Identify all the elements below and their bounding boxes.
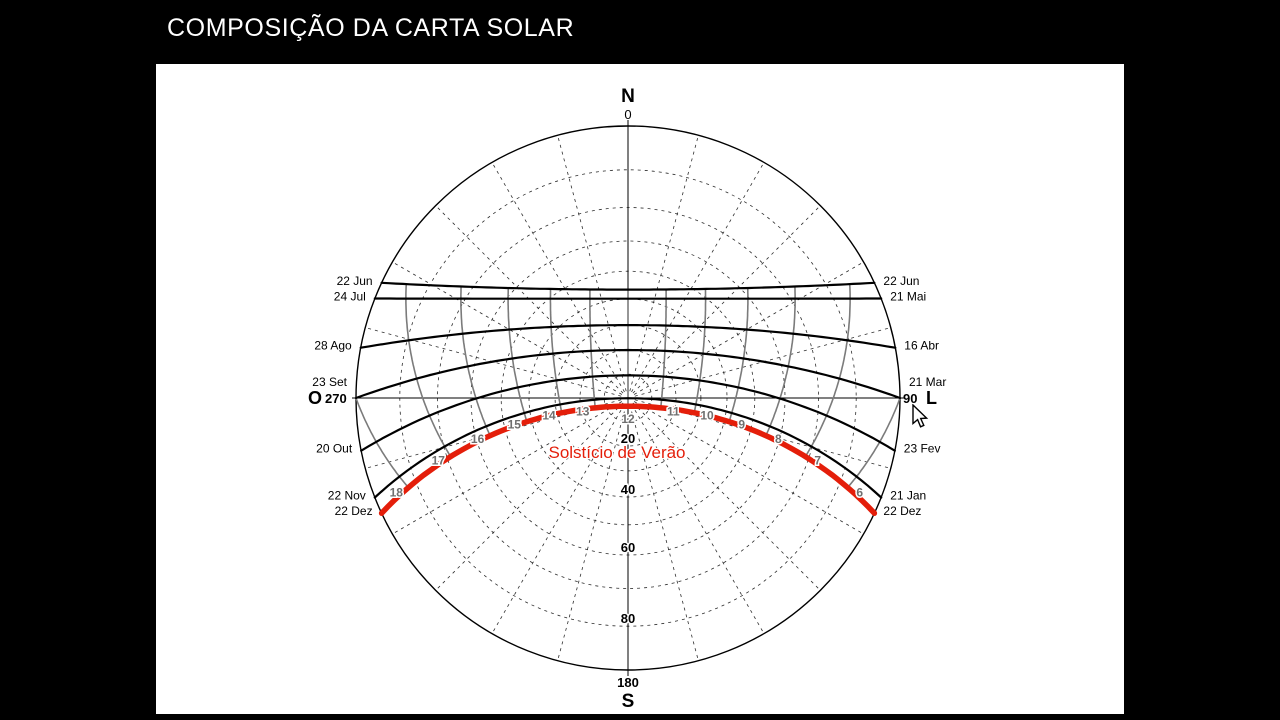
hour-line bbox=[405, 284, 452, 458]
sun-chart-svg: 6 7 8 9 10 11 12 13 14 15 16 17 18 22 Jun 22 Jun 24 Jul… bbox=[308, 86, 946, 712]
hour-label: 11 bbox=[667, 405, 680, 419]
azimuth-line bbox=[629, 404, 699, 661]
azimuth-line bbox=[557, 135, 627, 392]
azimuth-label-bottom: 180 bbox=[617, 675, 639, 690]
azimuth-label-right: 90 bbox=[903, 391, 917, 406]
azimuth-label-left: 270 bbox=[325, 391, 347, 406]
date-label-right: 16 Abr bbox=[904, 339, 939, 353]
zenith-label: 60 bbox=[621, 540, 635, 555]
date-label-right: 21 Mar bbox=[909, 375, 946, 389]
hour-label: 18 bbox=[390, 485, 404, 499]
compass-west-label: O bbox=[308, 388, 322, 408]
zenith-label: 80 bbox=[621, 611, 635, 626]
azimuth-line bbox=[392, 261, 623, 395]
mouse-cursor-icon bbox=[912, 404, 929, 428]
azimuth-line bbox=[557, 404, 627, 661]
date-curve bbox=[360, 374, 896, 452]
date-curve bbox=[380, 281, 876, 291]
date-curve bbox=[359, 324, 897, 349]
date-label-right: 23 Fev bbox=[904, 442, 941, 456]
compass-north-label: N bbox=[621, 86, 635, 107]
date-label-left: 23 Set bbox=[312, 375, 347, 389]
hour-label: 17 bbox=[432, 454, 446, 468]
chart-panel: 6 7 8 9 10 11 12 13 14 15 16 17 18 22 Jun 22 Jun 24 Jul… bbox=[156, 64, 1124, 714]
hour-label: 16 bbox=[471, 432, 485, 446]
date-label-left: 24 Jul bbox=[334, 290, 366, 304]
date-label-right: 22 Jun bbox=[883, 274, 919, 288]
azimuth-line bbox=[633, 401, 864, 535]
zenith-label: 20 bbox=[621, 431, 635, 446]
azimuth-line bbox=[631, 162, 765, 393]
page-title: COMPOSIÇÃO DA CARTA SOLAR bbox=[167, 14, 575, 42]
date-curve bbox=[354, 348, 902, 400]
hour-label: 8 bbox=[775, 432, 782, 446]
hour-line bbox=[507, 287, 528, 422]
date-label-left: 20 Out bbox=[316, 442, 353, 456]
hour-label: 6 bbox=[856, 485, 863, 499]
hour-label: 9 bbox=[738, 418, 745, 432]
compass-south-label: S bbox=[622, 691, 635, 712]
hour-line bbox=[549, 288, 563, 413]
azimuth-line bbox=[634, 327, 891, 397]
date-curve bbox=[373, 397, 883, 499]
date-label-left: 22 Nov bbox=[328, 489, 366, 503]
hour-label: 10 bbox=[700, 409, 714, 423]
solstice-curve bbox=[378, 403, 878, 516]
date-label-left: 22 Dez bbox=[335, 504, 373, 518]
hour-line bbox=[660, 289, 667, 408]
hour-line bbox=[693, 288, 707, 413]
hour-line bbox=[804, 284, 851, 458]
date-label-left: 22 Jun bbox=[337, 274, 373, 288]
date-label-right: 21 Jan bbox=[890, 489, 926, 503]
azimuth-line bbox=[629, 135, 699, 392]
summer-solstice-label: Solstício de Verão bbox=[548, 443, 685, 462]
hour-line bbox=[765, 286, 796, 437]
azimuth-line bbox=[632, 402, 821, 591]
hour-label: 15 bbox=[508, 418, 522, 432]
azimuth-line bbox=[365, 327, 622, 397]
azimuth-line bbox=[491, 162, 625, 393]
hour-label: 12 bbox=[621, 412, 635, 426]
hour-line bbox=[728, 287, 749, 422]
hour-line bbox=[460, 286, 491, 437]
hour-line bbox=[355, 397, 410, 489]
azimuth-line bbox=[631, 403, 765, 634]
azimuth-line bbox=[491, 403, 625, 634]
azimuth-line bbox=[633, 261, 864, 395]
date-label-right: 21 Mai bbox=[890, 290, 926, 304]
date-label-left: 28 Ago bbox=[314, 339, 352, 353]
azimuth-line bbox=[435, 402, 624, 591]
hour-line bbox=[846, 397, 901, 489]
compass-east-label: L bbox=[926, 388, 937, 408]
azimuth-label-top: 0 bbox=[624, 107, 631, 122]
zenith-label: 40 bbox=[621, 482, 635, 497]
hour-line bbox=[589, 289, 596, 408]
azimuth-line bbox=[392, 401, 623, 535]
hour-label: 13 bbox=[576, 405, 590, 419]
hour-label: 14 bbox=[542, 409, 556, 423]
date-label-right: 22 Dez bbox=[883, 504, 921, 518]
hour-label: 7 bbox=[814, 454, 821, 468]
